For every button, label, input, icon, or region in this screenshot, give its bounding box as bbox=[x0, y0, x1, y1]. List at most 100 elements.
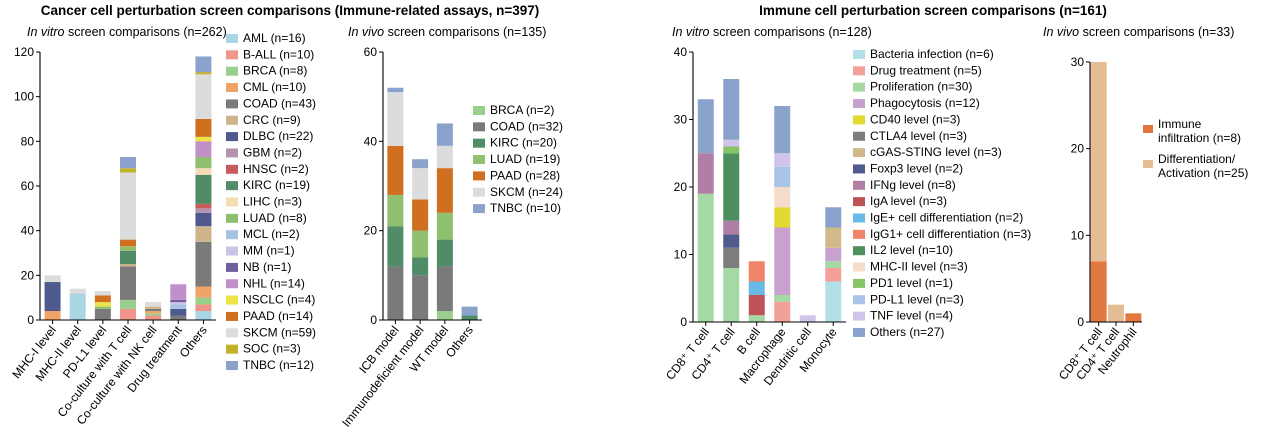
cancer-in-vitro-bar-drug-treatment-mcl bbox=[170, 304, 187, 309]
cancer-in-vitro-legend-swatch-tnbc bbox=[226, 361, 238, 370]
left-panel-header: Cancer cell perturbation screen comparis… bbox=[41, 3, 540, 18]
immune-in-vitro-legend-swatch-others bbox=[853, 327, 865, 337]
cancer-in-vivo-bar-immunodeficient-model-kirc bbox=[412, 257, 429, 276]
cancer-in-vitro-ytick-label-60: 60 bbox=[21, 179, 35, 193]
cancer-in-vitro-bar-co-culture-with-t-cell-kirc bbox=[120, 250, 136, 265]
immune-in-vitro-legend-swatch-tnf-level bbox=[853, 311, 865, 321]
cancer-in-vitro-legend-label-nb: NB (n=1) bbox=[243, 260, 291, 274]
cancer-in-vitro-bar-co-culture-with-nk-cell-cml bbox=[145, 311, 162, 314]
immune-in-vitro-legend-label-pd1-level: PD1 level (n=1) bbox=[870, 276, 953, 290]
cancer-in-vitro-bar-pd-l1-level-skcm bbox=[94, 290, 111, 296]
immune-in-vitro-legend-label-ctla4-level: CTLA4 level (n=3) bbox=[870, 129, 967, 143]
cancer-in-vitro-legend-label-aml: AML (n=16) bbox=[243, 31, 306, 45]
immune-in-vitro-legend-swatch-ctla4-level bbox=[853, 131, 865, 141]
cancer-in-vitro-legend-label-nhl: NHL (n=14) bbox=[243, 276, 305, 290]
cancer-in-vitro-bar-co-culture-with-nk-cell-crc bbox=[145, 306, 162, 309]
cancer-in-vivo-bar-icb-model-skcm bbox=[387, 92, 404, 146]
immune-in-vitro-bar-cd8-t-cell-ifng-level bbox=[697, 153, 714, 194]
cancer-in-vivo-bar-icb-model-coad bbox=[387, 266, 404, 320]
immune-in-vitro-legend-swatch-cgas-sting-level bbox=[853, 148, 865, 158]
cancer-in-vitro-bar-others-luad bbox=[195, 156, 212, 169]
cancer-in-vitro-legend-label-kirc: KIRC (n=19) bbox=[243, 178, 310, 192]
immune-in-vitro-bar-monocyte-proliferation bbox=[825, 261, 842, 268]
immune-in-vitro-bar-cd4-t-cell-tnf-level bbox=[723, 139, 740, 147]
cancer-in-vitro-bar-co-culture-with-t-cell-luad bbox=[120, 246, 136, 251]
cancer-in-vivo-legend-swatch-kirc bbox=[473, 138, 485, 148]
cancer-in-vivo-legend-label-tnbc: TNBC (n=10) bbox=[490, 201, 561, 215]
cancer-in-vitro-legend-label-mcl: MCL (n=2) bbox=[243, 227, 300, 241]
immune-in-vivo-legend-label-line-1: Activation (n=25) bbox=[1158, 166, 1248, 180]
immune-in-vivo-ytick-label-0: 0 bbox=[1077, 315, 1084, 329]
immune-in-vitro-legend-swatch-cd40-level bbox=[853, 115, 865, 125]
cancer-in-vivo-bar-wt-model-tnbc bbox=[436, 123, 453, 146]
cancer-in-vivo-bar-others-tnbc bbox=[461, 306, 478, 316]
cancer-in-vivo-legend: BRCA (n=2) COAD (n=32) KIRC (n=20) LUAD (n=… bbox=[473, 103, 563, 215]
immune-in-vitro-subtitle-rest: screen comparisons (n=128) bbox=[710, 25, 872, 39]
cancer-in-vitro-bar-others-dlbc bbox=[195, 212, 212, 227]
cancer-in-vitro-legend-swatch-hnsc bbox=[226, 164, 238, 174]
immune-in-vitro-legend-swatch-bacteria-infection bbox=[853, 50, 865, 59]
cancer-in-vitro-ytick-label-20: 20 bbox=[21, 268, 35, 282]
cancer-in-vitro-bar-mhc-i-level-skcm bbox=[44, 275, 61, 283]
immune-in-vitro-legend-label-others: Others (n=27) bbox=[870, 325, 944, 339]
right-panel-header: Immune cell perturbation screen comparis… bbox=[759, 3, 1107, 18]
cancer-in-vitro-bar-mhc-ii-level-aml bbox=[69, 293, 86, 320]
cancer-in-vitro-bar-pd-l1-level-nsclc bbox=[94, 302, 111, 307]
cancer-in-vivo-bar-wt-model-paad bbox=[436, 168, 453, 213]
cancer-in-vitro-ytick-label-0: 0 bbox=[27, 313, 34, 327]
immune-in-vitro-bar-cd4-t-cell-others bbox=[723, 79, 740, 140]
cancer-in-vitro-legend-swatch-gbm bbox=[226, 148, 238, 158]
cancer-in-vivo-subtitle-rest: screen comparisons (n=135) bbox=[384, 25, 546, 39]
cancer-in-vitro-bar-co-culture-with-t-cell-b-all bbox=[120, 308, 136, 320]
cancer-in-vitro-legend-swatch-dlbc bbox=[226, 132, 238, 142]
immune-in-vitro-subtitle-italic: In vitro bbox=[672, 25, 710, 39]
immune-in-vitro-bar-macrophage-drug-treatment bbox=[774, 301, 791, 322]
cancer-in-vitro-subtitle-italic: In vitro bbox=[27, 25, 65, 39]
immune-in-vivo-subtitle: In vivo screen comparisons (n=33) bbox=[1043, 25, 1234, 39]
immune-in-vitro-legend-swatch-mhc-ii-level bbox=[853, 262, 865, 272]
immune-in-vitro-bar-b-cell-ige-cell-differentiation bbox=[748, 281, 765, 295]
cancer-in-vitro-legend-label-mm: MM (n=1) bbox=[243, 244, 295, 258]
immune-in-vitro-legend-swatch-phagocytosis bbox=[853, 99, 865, 109]
cancer-in-vitro-legend-label-paad: PAAD (n=14) bbox=[243, 309, 313, 323]
cancer-in-vitro-bar-co-culture-with-t-cell-skcm bbox=[120, 172, 136, 240]
cancer-in-vitro-bar-others-aml bbox=[195, 311, 212, 320]
cancer-in-vitro-legend-swatch-coad bbox=[226, 99, 238, 109]
immune-in-vivo-legend-swatch-differentiation-activation bbox=[1143, 160, 1153, 168]
cancer-in-vivo-bar-wt-model-kirc bbox=[436, 239, 453, 267]
cancer-in-vitro-legend-label-gbm: GBM (n=2) bbox=[243, 145, 302, 159]
cancer-in-vitro-bar-others-b-all bbox=[195, 304, 212, 312]
immune-in-vitro-bar-cd4-t-cell-proliferation bbox=[723, 268, 740, 322]
immune-in-vitro-bar-dendritic-cell-tnf-level bbox=[799, 315, 816, 322]
immune-in-vitro-bar-cd8-t-cell-proliferation bbox=[697, 193, 714, 322]
immune-in-vivo-legend-label-line-1: infiltration (n=8) bbox=[1158, 131, 1241, 145]
cancer-in-vitro-ytick-label-80: 80 bbox=[21, 134, 35, 148]
cancer-in-vivo-legend-swatch-skcm bbox=[473, 187, 485, 197]
immune-in-vivo-ytick-label-20: 20 bbox=[1071, 142, 1085, 156]
cancer-in-vitro-legend-label-tnbc: TNBC (n=12) bbox=[243, 358, 314, 372]
cancer-in-vitro-bar-pd-l1-level-coad bbox=[94, 308, 111, 320]
immune-in-vivo-bar-neutrophil-immune-infiltration bbox=[1125, 313, 1142, 322]
immune-in-vitro-legend-label-il2-level: IL2 level (n=10) bbox=[870, 243, 953, 257]
cancer-in-vivo-legend-label-luad: LUAD (n=19) bbox=[490, 152, 560, 166]
cancer-in-vitro-legend-label-lihc: LIHC (n=3) bbox=[243, 195, 302, 209]
chart-cancer-in-vitro: In vitro screen comparisons (n=262) 0 20 40… bbox=[9, 25, 316, 427]
cancer-in-vitro-bar-co-culture-with-t-cell-coad bbox=[120, 266, 136, 300]
cancer-in-vivo-bar-icb-model-tnbc bbox=[387, 87, 404, 93]
immune-in-vivo-bar-cd8-t-cell-differentiation-activation bbox=[1090, 62, 1107, 262]
immune-in-vitro-legend-label-bacteria-infection: Bacteria infection (n=6) bbox=[870, 47, 994, 61]
cancer-in-vitro-bar-drug-treatment-mm bbox=[170, 302, 187, 305]
immune-in-vitro-legend-label-iga-level: IgA level (n=3) bbox=[870, 194, 947, 208]
cancer-in-vivo-bar-immunodeficient-model-skcm bbox=[412, 168, 429, 200]
immune-in-vitro-ytick-label-10: 10 bbox=[674, 248, 688, 262]
cancer-in-vitro-bar-others-nsclc bbox=[195, 136, 212, 142]
immune-in-vitro-legend-label-cd40-level: CD40 level (n=3) bbox=[870, 112, 960, 126]
cancer-in-vitro-bar-others-kirc bbox=[195, 174, 212, 204]
cancer-in-vitro-ytick-label-100: 100 bbox=[14, 90, 34, 104]
cancer-in-vitro-bar-others-soc bbox=[195, 72, 212, 75]
cancer-in-vitro-legend-swatch-soc bbox=[226, 344, 238, 354]
immune-in-vivo-legend-label-line-0: Immune bbox=[1158, 117, 1202, 131]
cancer-in-vitro-bar-others-gbm bbox=[195, 208, 212, 213]
immune-in-vitro-bar-cd4-t-cell-pd1-level bbox=[723, 146, 740, 154]
cancer-in-vitro-bar-mhc-ii-level-skcm bbox=[69, 288, 86, 294]
